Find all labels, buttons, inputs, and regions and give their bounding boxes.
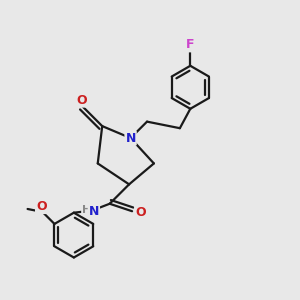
Text: N: N [125, 132, 136, 145]
Text: O: O [135, 206, 146, 219]
Text: O: O [36, 200, 46, 213]
Text: N: N [89, 205, 99, 218]
Text: F: F [186, 38, 195, 51]
Text: O: O [76, 94, 87, 106]
Text: H: H [82, 205, 91, 215]
